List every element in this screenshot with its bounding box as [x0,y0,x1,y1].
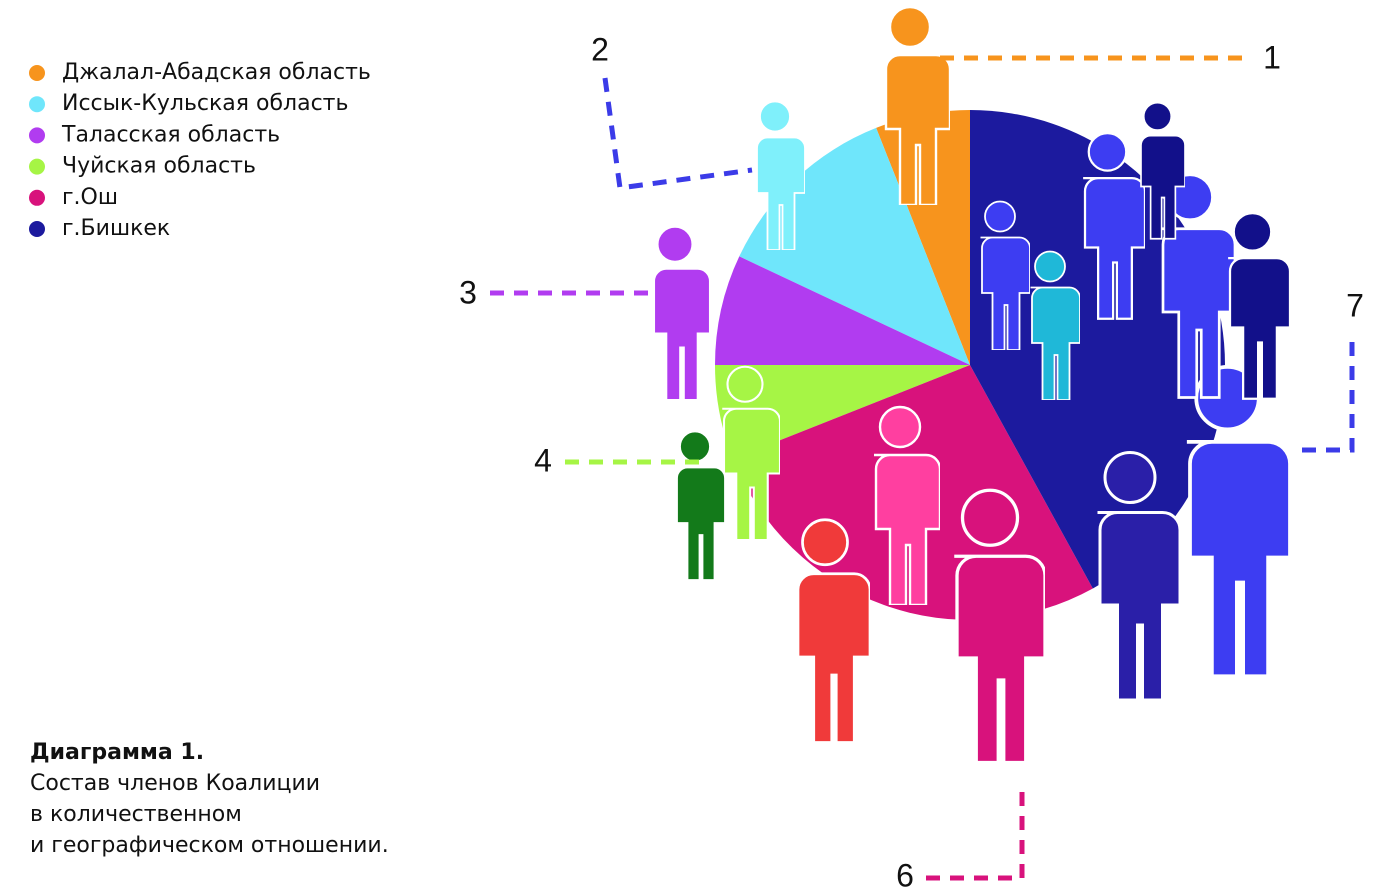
legend-label: Таласская область [61,122,280,147]
callout-label: 4 [534,442,552,478]
callout-line [926,790,1022,878]
page: {"chart_data": { "type": "pie", "categor… [0,0,1382,893]
callout-label: 2 [591,31,609,67]
callout-line [1292,342,1352,450]
callout-label: 3 [459,274,477,310]
legend-label: Иссык-Кульская область [62,91,348,116]
legend-marker [29,96,45,112]
legend-label: Чуйская область [62,154,256,179]
legend-marker [29,221,45,237]
callout-line [605,78,752,188]
legend-label: Джалал-Абадская область [62,60,371,85]
legend-label: г.Бишкек [62,216,170,241]
person-icon [676,432,726,581]
legend: Джалал-Абадская область Иссык-Кульская об… [29,60,371,241]
legend-label: г.Ош [62,185,118,210]
legend-marker [29,190,45,206]
legend-marker [29,159,45,175]
person-icon [1187,367,1290,676]
caption-line: в количественном [30,802,242,827]
caption-line: и географическом отношении. [30,833,389,858]
callout-label: 1 [1263,39,1281,75]
legend-marker [29,65,45,81]
caption-title: Диаграмма 1. [30,740,204,765]
legend-marker [29,127,45,143]
caption: Диаграмма 1. Состав членов Коалиции в кол… [30,740,389,858]
caption-line: Состав членов Коалиции [30,771,320,796]
callout-label: 6 [896,857,914,893]
person-icon [652,227,710,400]
chart: 1 2 3 4 6 7 Джалал-Абадская область Иссык-Куль… [0,0,1382,893]
callout-label: 7 [1346,287,1364,323]
